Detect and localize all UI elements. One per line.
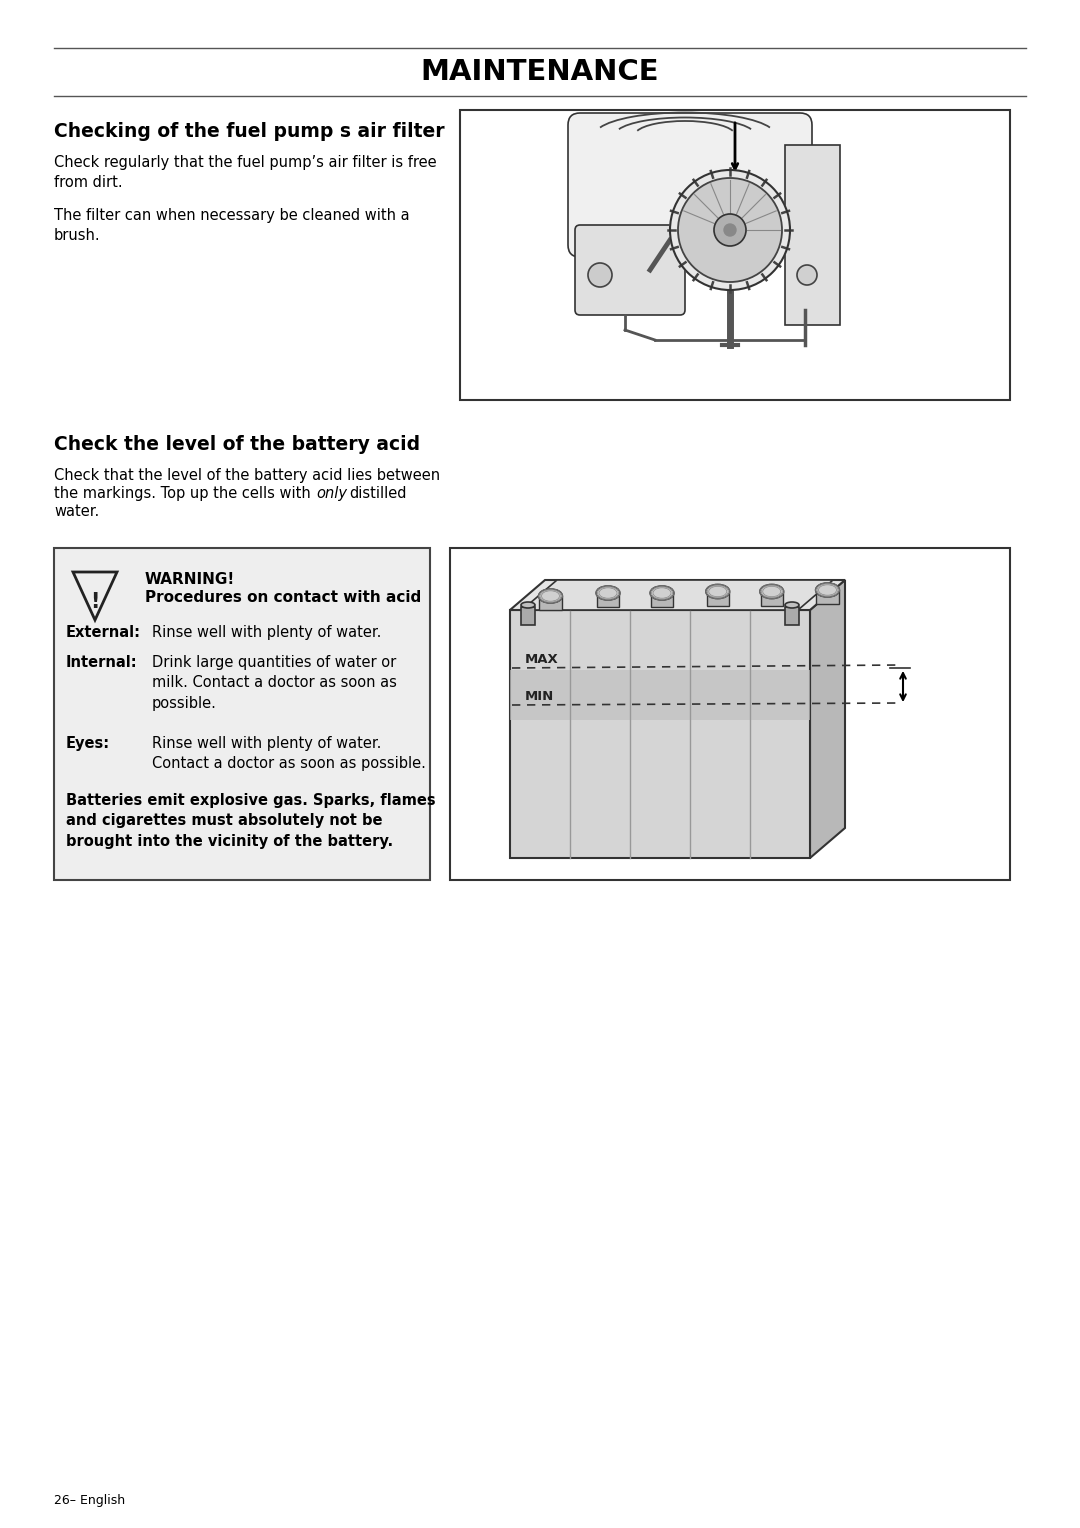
Ellipse shape: [815, 582, 839, 597]
Text: Checking of the fuel pump s air filter: Checking of the fuel pump s air filter: [54, 122, 445, 141]
Bar: [785, 607, 799, 625]
Circle shape: [678, 177, 782, 283]
Text: MAX: MAX: [525, 652, 558, 666]
Text: water.: water.: [54, 504, 99, 520]
Circle shape: [797, 264, 816, 286]
Text: Check regularly that the fuel pump’s air filter is free
from dirt.: Check regularly that the fuel pump’s air…: [54, 154, 436, 191]
Text: only: only: [316, 486, 347, 501]
Bar: [521, 607, 535, 625]
Circle shape: [670, 170, 789, 290]
Ellipse shape: [521, 602, 535, 608]
Text: distilled: distilled: [349, 486, 406, 501]
Text: 26– English: 26– English: [54, 1494, 125, 1507]
Bar: [760, 591, 783, 605]
Polygon shape: [510, 669, 810, 720]
Text: Batteries emit explosive gas. Sparks, flames
and cigarettes must absolutely not : Batteries emit explosive gas. Sparks, fl…: [66, 793, 435, 848]
Bar: [539, 596, 562, 610]
Text: Check the level of the battery acid: Check the level of the battery acid: [54, 435, 420, 454]
Polygon shape: [510, 581, 845, 610]
Text: Procedures on contact with acid: Procedures on contact with acid: [145, 590, 421, 605]
FancyBboxPatch shape: [568, 113, 812, 257]
Bar: [54, 549, 430, 880]
Circle shape: [588, 263, 612, 287]
Bar: [706, 591, 729, 605]
Polygon shape: [510, 610, 810, 859]
Text: WARNING!: WARNING!: [145, 571, 235, 587]
Ellipse shape: [705, 584, 730, 599]
Ellipse shape: [650, 585, 674, 601]
Text: the markings. Top up the cells with: the markings. Top up the cells with: [54, 486, 311, 501]
Text: !: !: [91, 591, 99, 611]
Ellipse shape: [539, 588, 563, 604]
Text: MIN: MIN: [525, 691, 554, 703]
Text: Rinse well with plenty of water.: Rinse well with plenty of water.: [152, 625, 381, 640]
Bar: [651, 593, 673, 607]
Circle shape: [724, 225, 735, 235]
Polygon shape: [810, 581, 845, 859]
Bar: [785, 145, 840, 325]
Bar: [460, 110, 1010, 400]
Text: Rinse well with plenty of water.
Contact a doctor as soon as possible.: Rinse well with plenty of water. Contact…: [152, 736, 426, 772]
Bar: [816, 590, 839, 604]
Text: Internal:: Internal:: [66, 656, 137, 669]
Ellipse shape: [596, 585, 620, 601]
Bar: [450, 549, 1010, 880]
Ellipse shape: [785, 602, 799, 608]
Text: Eyes:: Eyes:: [66, 736, 110, 750]
Polygon shape: [522, 581, 833, 610]
Circle shape: [714, 214, 746, 246]
Ellipse shape: [759, 584, 784, 599]
Text: Drink large quantities of water or
milk. Contact a doctor as soon as
possible.: Drink large quantities of water or milk.…: [152, 656, 396, 711]
Text: External:: External:: [66, 625, 141, 640]
Bar: [597, 593, 619, 607]
Text: Check that the level of the battery acid lies between: Check that the level of the battery acid…: [54, 468, 441, 483]
Text: MAINTENANCE: MAINTENANCE: [421, 58, 659, 86]
FancyBboxPatch shape: [575, 225, 685, 315]
Text: The filter can when necessary be cleaned with a
brush.: The filter can when necessary be cleaned…: [54, 208, 409, 243]
